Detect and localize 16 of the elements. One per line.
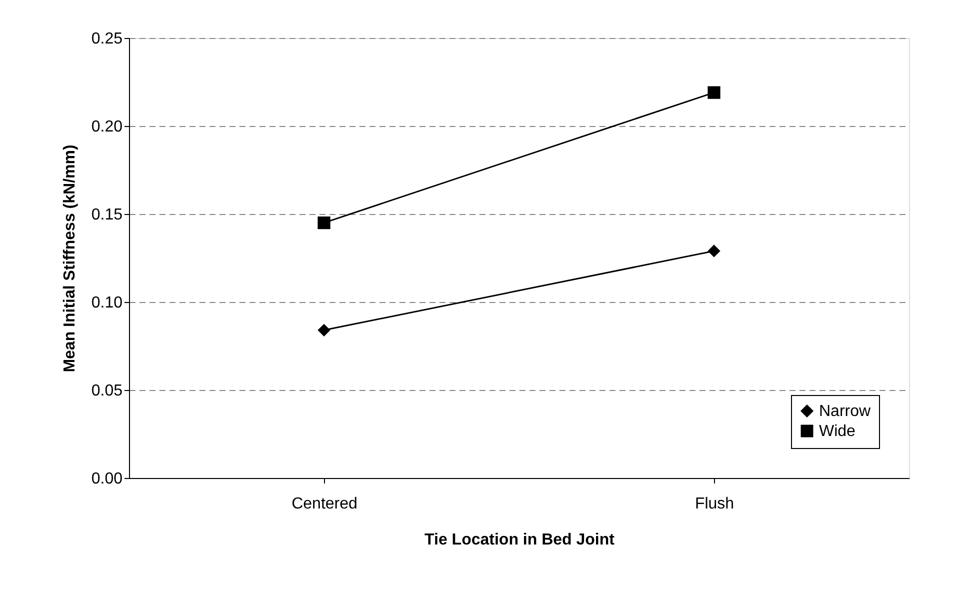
legend-label: Narrow (819, 403, 872, 420)
x-tick-label: Centered (292, 496, 358, 512)
x-axis-title: Tie Location in Bed Joint (424, 532, 616, 548)
point (318, 324, 330, 336)
y-tick-label: 0.10 (91, 294, 123, 312)
y-axis-title: Mean Initial Stiffness (kN/mm) (61, 144, 78, 372)
y-tick-label: 0.00 (91, 470, 123, 488)
y-tick-label: 0.20 (91, 118, 123, 136)
x-tick-label: Flush (694, 496, 734, 512)
point (708, 244, 720, 258)
y-tick-label: 0.05 (91, 382, 123, 400)
y-tick-label: 0.25 (91, 30, 123, 48)
point (708, 86, 720, 99)
legend-label: Wide (819, 423, 856, 440)
y-tick-label: 0.15 (91, 206, 123, 224)
point (318, 216, 330, 230)
